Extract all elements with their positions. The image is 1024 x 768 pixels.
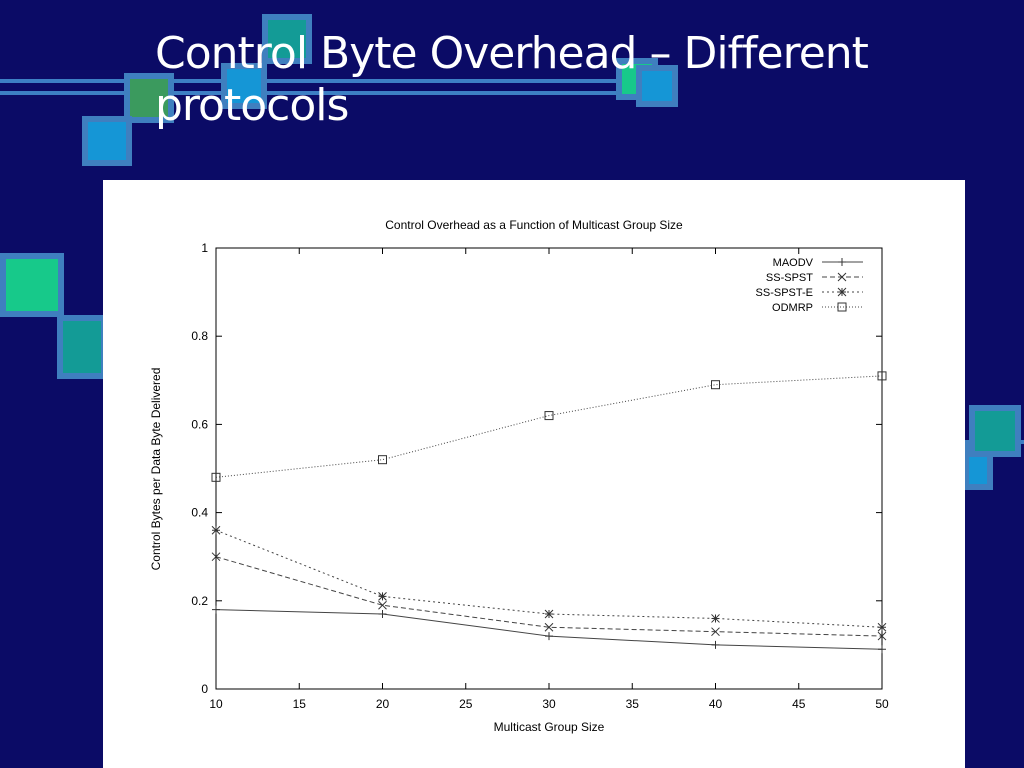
decorative-square — [969, 405, 1021, 457]
decorative-square — [0, 253, 64, 317]
legend-marker-ss-spst-e — [837, 287, 847, 297]
data-point-maodv — [878, 645, 886, 654]
series-group — [211, 371, 887, 654]
y-axis-label: Control Bytes per Data Byte Delivered — [149, 368, 163, 571]
data-point-ss-spst — [544, 622, 554, 632]
data-point-maodv — [711, 640, 720, 649]
data-point-ss-spst-e — [378, 592, 387, 601]
data-point-ss-spst — [378, 600, 387, 610]
slide-title-line-2: protocols — [155, 80, 349, 131]
slide-title-line-1: Control Byte Overhead – Different — [155, 28, 869, 79]
data-point-ss-spst-e — [877, 622, 887, 632]
x-tick-label: 25 — [459, 697, 473, 711]
slide-title: Control Byte Overhead – Different protoc… — [155, 28, 915, 132]
decorative-line-bottom — [0, 91, 662, 95]
decorative-square — [57, 315, 107, 379]
legend-marker-maodv — [838, 258, 846, 266]
x-axis-label: Multicast Group Size — [494, 720, 605, 734]
chart-title: Control Overhead as a Function of Multic… — [385, 218, 683, 232]
chart-panel: Control Overhead as a Function of Multic… — [103, 180, 965, 768]
legend-label-maodv: MAODV — [773, 257, 814, 269]
data-point-ss-spst-e — [211, 525, 221, 535]
data-point-maodv — [545, 632, 553, 641]
decorative-square — [221, 63, 267, 109]
decorative-square — [636, 65, 678, 107]
x-tick-label: 45 — [792, 697, 806, 711]
x-tick-label: 20 — [376, 697, 390, 711]
decorative-square — [124, 73, 174, 123]
data-point-ss-spst-e — [711, 614, 720, 623]
x-tick-label: 30 — [542, 697, 556, 711]
decorative-square — [262, 14, 312, 64]
legend-label-odmrp: ODMRP — [772, 302, 813, 314]
x-tick-label: 40 — [709, 697, 723, 711]
legend: MAODV SS-SPST SS-SPST-E ODMRP — [756, 257, 863, 314]
data-point-ss-spst-e — [544, 609, 554, 619]
data-point-odmrp — [544, 411, 554, 421]
data-point-odmrp — [711, 380, 720, 390]
data-point-ss-spst — [877, 631, 887, 641]
decorative-line-top — [0, 79, 662, 83]
data-point-ss-spst — [711, 627, 720, 637]
y-tick-label: 0.6 — [191, 417, 208, 431]
x-tick-label: 35 — [626, 697, 640, 711]
legend-label-ss-spst-e: SS-SPST-E — [756, 287, 813, 299]
y-tick-label: 0.8 — [191, 329, 208, 343]
axis-ticks: 10 15 20 25 30 35 40 45 50 0 0.2 0.4 0.6 0.8 1 — [191, 241, 889, 711]
x-tick-label: 10 — [209, 697, 223, 711]
x-tick-label: 50 — [875, 697, 889, 711]
y-tick-label: 0 — [201, 682, 208, 696]
data-point-odmrp — [877, 371, 887, 381]
data-point-maodv — [378, 610, 387, 619]
decorative-square — [82, 116, 132, 166]
data-point-odmrp — [211, 472, 221, 482]
y-tick-label: 1 — [201, 241, 208, 255]
legend-marker-odmrp — [837, 302, 847, 312]
data-point-odmrp — [378, 455, 387, 465]
series-line-ss-spst — [215, 556, 883, 637]
x-tick-label: 15 — [293, 697, 307, 711]
data-point-ss-spst — [211, 552, 221, 562]
data-point-maodv — [212, 605, 220, 614]
y-tick-label: 0.4 — [191, 506, 208, 520]
series-line-odmrp — [215, 375, 883, 478]
line-chart: Control Overhead as a Function of Multic… — [149, 218, 889, 734]
y-tick-label: 0.2 — [191, 594, 208, 608]
legend-label-ss-spst: SS-SPST — [766, 272, 813, 284]
legend-marker-ss-spst — [837, 272, 847, 282]
plot-frame — [215, 247, 883, 690]
